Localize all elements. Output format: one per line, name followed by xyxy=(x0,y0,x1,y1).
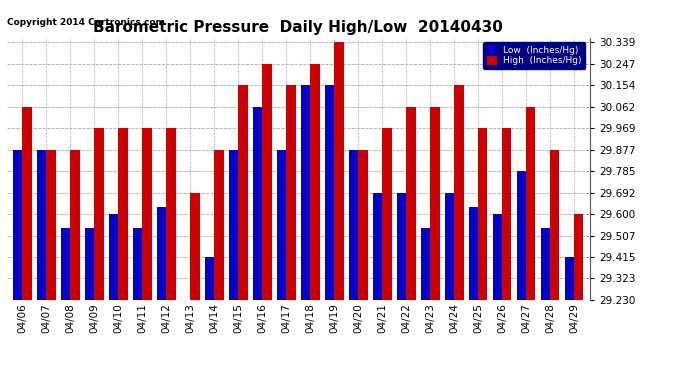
Bar xyxy=(239,86,248,300)
Bar xyxy=(358,150,368,300)
Bar xyxy=(469,207,478,300)
Bar xyxy=(455,86,464,300)
Bar xyxy=(445,193,455,300)
Bar xyxy=(286,86,295,300)
Bar xyxy=(262,64,272,300)
Bar xyxy=(406,107,415,300)
Bar xyxy=(422,228,431,300)
Bar xyxy=(133,228,142,300)
Bar xyxy=(119,128,128,300)
Bar xyxy=(157,207,166,300)
Bar xyxy=(502,128,511,300)
Bar xyxy=(397,193,406,300)
Bar xyxy=(253,107,262,300)
Bar xyxy=(166,128,175,300)
Bar xyxy=(95,128,103,300)
Bar xyxy=(310,64,319,300)
Bar xyxy=(190,193,199,300)
Bar xyxy=(349,150,358,300)
Bar xyxy=(541,228,551,300)
Bar xyxy=(493,214,502,300)
Bar xyxy=(574,214,584,300)
Bar xyxy=(13,150,23,300)
Bar xyxy=(373,193,382,300)
Bar xyxy=(215,150,224,300)
Bar xyxy=(431,107,440,300)
Bar xyxy=(325,86,335,300)
Bar xyxy=(335,42,344,300)
Legend: Low  (Inches/Hg), High  (Inches/Hg): Low (Inches/Hg), High (Inches/Hg) xyxy=(484,42,585,69)
Bar xyxy=(302,86,310,300)
Bar xyxy=(70,150,79,300)
Bar xyxy=(565,257,574,300)
Bar xyxy=(478,128,488,300)
Bar xyxy=(142,128,152,300)
Bar xyxy=(526,107,535,300)
Bar xyxy=(61,228,70,300)
Bar xyxy=(277,150,286,300)
Bar xyxy=(518,171,526,300)
Bar xyxy=(37,150,46,300)
Bar xyxy=(551,150,560,300)
Bar xyxy=(86,228,95,300)
Bar xyxy=(382,128,391,300)
Bar xyxy=(23,107,32,300)
Text: Copyright 2014 Cartronics.com: Copyright 2014 Cartronics.com xyxy=(7,18,165,27)
Bar xyxy=(206,257,215,300)
Bar xyxy=(46,150,56,300)
Bar xyxy=(109,214,119,300)
Bar xyxy=(229,150,239,300)
Title: Barometric Pressure  Daily High/Low  20140430: Barometric Pressure Daily High/Low 20140… xyxy=(93,20,504,35)
